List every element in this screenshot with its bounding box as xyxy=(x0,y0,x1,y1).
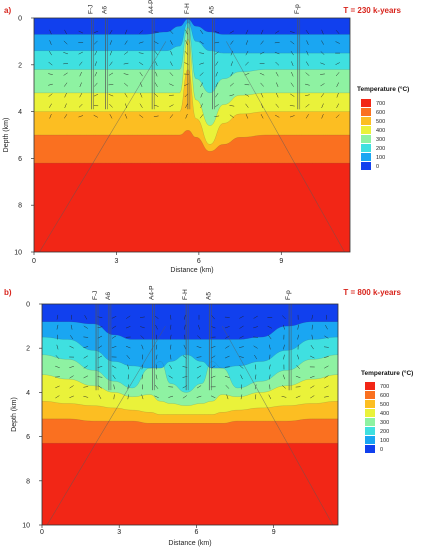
legend-label: 200 xyxy=(376,146,385,152)
panel-b: b) T = 800 k-years F-J A6 A4-P F-H A5 F-p 0 3 6 9… xyxy=(0,282,421,550)
marker-label: A6 xyxy=(101,6,108,14)
y-tick-label: 2 xyxy=(26,346,30,353)
y-tick-label: 10 xyxy=(14,250,22,257)
legend-title: Temperature (°C) xyxy=(357,85,409,93)
legend-title: Temperature (°C) xyxy=(361,369,413,377)
chart-svg: F-J A6 A4-P F-H A5 F-p 0 3 6 9 Distance (km) 0 2 4 6 8 1… xyxy=(0,0,421,275)
x-tick-label: 3 xyxy=(117,529,121,536)
x-tick-label: 6 xyxy=(197,258,201,265)
legend-swatch xyxy=(361,126,371,134)
legend-swatch xyxy=(365,445,375,453)
x-axis-label: Distance (km) xyxy=(168,540,211,547)
marker-label: F-J xyxy=(88,5,95,14)
legend-swatch xyxy=(365,400,375,408)
y-tick-label: 8 xyxy=(26,478,30,485)
legend-label: 200 xyxy=(380,429,389,435)
y-tick-label: 8 xyxy=(18,203,22,210)
y-axis-label: Depth (km) xyxy=(3,118,10,153)
marker-label: A6 xyxy=(105,292,112,300)
legend-swatch xyxy=(361,108,371,116)
legend-swatch xyxy=(365,436,375,444)
legend-swatch xyxy=(365,409,375,417)
y-tick-label: 0 xyxy=(18,16,22,23)
marker-label: F-p xyxy=(285,290,292,300)
legend-label: 300 xyxy=(376,137,385,143)
legend-label: 0 xyxy=(376,164,379,170)
time-label: T = 800 k-years xyxy=(343,288,401,297)
x-tick-label: 0 xyxy=(32,258,36,265)
plot-area xyxy=(42,304,338,525)
marker-label: F-H xyxy=(182,289,189,300)
x-tick-label: 0 xyxy=(40,529,44,536)
legend-label: 400 xyxy=(376,128,385,134)
time-label: T = 230 k-years xyxy=(343,6,401,15)
legend-label: 0 xyxy=(380,447,383,453)
legend-swatch xyxy=(361,117,371,125)
legend-label: 300 xyxy=(380,420,389,426)
legend-label: 400 xyxy=(380,411,389,417)
legend: Temperature (°C) 700 600 500 400 300 200 100 0 xyxy=(361,369,413,453)
legend-swatch xyxy=(361,99,371,107)
marker-label: F-H xyxy=(184,3,191,14)
plot-area xyxy=(34,18,350,252)
marker-label: A4-P xyxy=(148,0,155,14)
legend-label: 700 xyxy=(376,101,385,107)
chart-svg: F-J A6 A4-P F-H A5 F-p 0 3 6 9 Distance (km) 0 2 4 6 8 1… xyxy=(0,282,421,550)
y-tick-label: 2 xyxy=(18,62,22,69)
x-tick-label: 3 xyxy=(114,258,118,265)
legend-swatch xyxy=(365,382,375,390)
x-axis-label: Distance (km) xyxy=(170,267,213,274)
y-axis-label: Depth (km) xyxy=(11,397,18,432)
marker-label: F-J xyxy=(92,291,99,300)
marker-label: A4-P xyxy=(149,286,156,300)
legend-swatch xyxy=(365,391,375,399)
legend: Temperature (°C) 700 600 500 400 300 200 100 0 xyxy=(357,85,409,170)
legend-label: 600 xyxy=(376,110,385,116)
x-tick-label: 9 xyxy=(272,529,276,536)
legend-swatch xyxy=(365,418,375,426)
y-tick-label: 6 xyxy=(18,156,22,163)
x-tick-label: 9 xyxy=(279,258,283,265)
legend-label: 500 xyxy=(380,402,389,408)
y-tick-label: 4 xyxy=(18,109,22,116)
marker-label: A5 xyxy=(205,292,212,300)
legend-label: 100 xyxy=(380,438,389,444)
legend-swatch xyxy=(361,135,371,143)
panel-letter: b) xyxy=(4,288,12,297)
y-tick-label: 4 xyxy=(26,390,30,397)
legend-label: 500 xyxy=(376,119,385,125)
x-tick-label: 6 xyxy=(194,529,198,536)
marker-label: A5 xyxy=(209,6,216,14)
legend-swatch xyxy=(365,427,375,435)
panel-a: a) T = 230 k-years F-J A6 A4-P F-H A5 F-p 0 3 6 9… xyxy=(0,0,421,275)
y-tick-label: 0 xyxy=(26,302,30,309)
legend-label: 600 xyxy=(380,393,389,399)
y-tick-label: 6 xyxy=(26,434,30,441)
panel-letter: a) xyxy=(4,6,11,15)
legend-swatch xyxy=(361,153,371,161)
legend-label: 700 xyxy=(380,384,389,390)
legend-swatch xyxy=(361,144,371,152)
legend-swatch xyxy=(361,162,371,170)
legend-label: 100 xyxy=(376,155,385,161)
y-tick-label: 10 xyxy=(22,523,30,530)
marker-label: F-p xyxy=(294,4,301,14)
